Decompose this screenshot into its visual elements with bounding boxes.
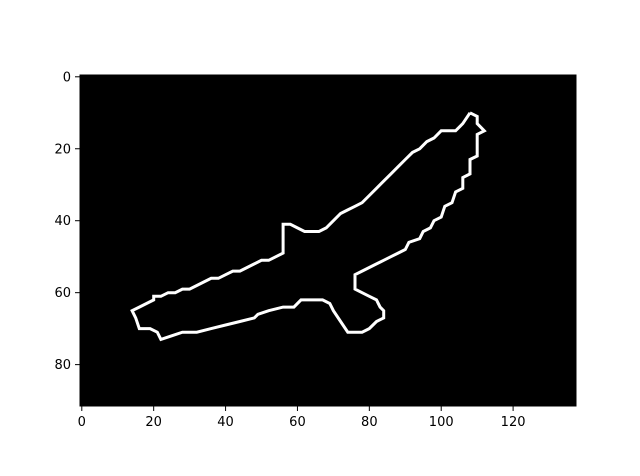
y-axis: 0 20 40 60 80 [54, 70, 80, 373]
y-tick-label: 40 [54, 214, 71, 229]
x-tick-label: 120 [501, 415, 526, 430]
x-tick-label: 60 [289, 415, 306, 430]
image-area [80, 75, 576, 406]
bird-outline [130, 111, 487, 342]
x-tick-label: 20 [145, 415, 162, 430]
axes [79, 74, 577, 407]
axes-frame [79, 74, 577, 407]
y-tick-label: 0 [63, 70, 71, 85]
x-tick-label: 100 [429, 415, 454, 430]
x-axis: 0 20 40 60 80 100 120 [78, 406, 526, 430]
x-tick-label: 80 [361, 415, 378, 430]
x-tick-label: 40 [217, 415, 234, 430]
y-tick-label: 80 [54, 358, 71, 373]
y-tick-label: 60 [54, 286, 71, 301]
y-tick-label: 20 [54, 142, 71, 157]
x-tick-label: 0 [78, 415, 86, 430]
